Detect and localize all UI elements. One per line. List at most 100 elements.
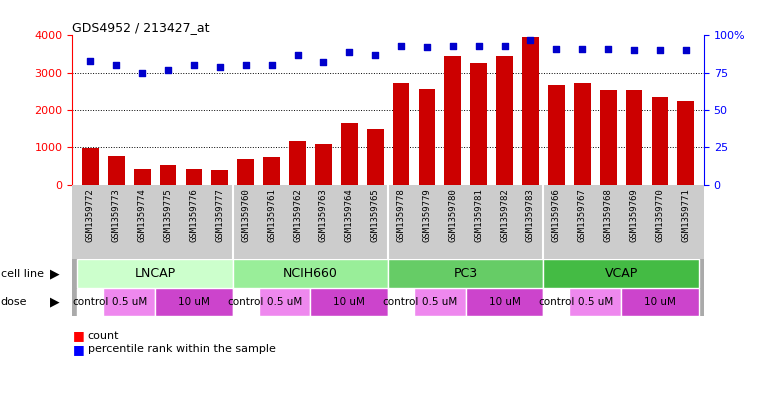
Bar <box>600 90 616 185</box>
Text: LNCAP: LNCAP <box>135 267 176 280</box>
Bar <box>466 288 543 316</box>
Text: GDS4952 / 213427_at: GDS4952 / 213427_at <box>72 21 210 34</box>
Point <box>240 62 252 68</box>
Bar <box>103 288 155 316</box>
Bar <box>388 259 543 288</box>
Text: GSM1359780: GSM1359780 <box>448 188 457 242</box>
Point <box>214 64 226 70</box>
Text: 10 uM: 10 uM <box>644 297 676 307</box>
Text: PC3: PC3 <box>454 267 478 280</box>
Text: GSM1359767: GSM1359767 <box>578 188 587 242</box>
Bar <box>388 288 414 316</box>
Bar <box>367 129 384 185</box>
Point <box>162 66 174 73</box>
Text: GSM1359783: GSM1359783 <box>526 188 535 242</box>
Text: ▶: ▶ <box>49 267 59 280</box>
Text: GSM1359765: GSM1359765 <box>371 188 380 242</box>
Text: GSM1359763: GSM1359763 <box>319 188 328 242</box>
Text: control: control <box>383 297 419 307</box>
Point <box>550 46 562 52</box>
Bar <box>212 170 228 185</box>
Text: control: control <box>538 297 575 307</box>
Point <box>110 62 123 68</box>
Bar <box>233 259 388 288</box>
Text: dose: dose <box>1 297 27 307</box>
Text: GSM1359768: GSM1359768 <box>603 188 613 242</box>
Bar <box>626 90 642 185</box>
Text: GSM1359764: GSM1359764 <box>345 188 354 242</box>
Point <box>291 51 304 58</box>
Bar <box>470 63 487 185</box>
Text: GSM1359772: GSM1359772 <box>86 188 95 242</box>
Bar <box>543 288 569 316</box>
Text: GSM1359778: GSM1359778 <box>396 188 406 242</box>
Bar <box>315 143 332 185</box>
Text: GSM1359781: GSM1359781 <box>474 188 483 242</box>
Text: GSM1359776: GSM1359776 <box>189 188 199 242</box>
Text: GSM1359775: GSM1359775 <box>164 188 173 242</box>
Bar <box>496 56 513 185</box>
Bar <box>108 156 125 185</box>
Bar <box>393 83 409 185</box>
Bar <box>310 288 388 316</box>
Point <box>395 43 407 49</box>
Bar <box>263 158 280 185</box>
Bar <box>82 148 99 185</box>
Text: ■: ■ <box>73 329 84 342</box>
Point <box>421 44 433 50</box>
Text: 0.5 uM: 0.5 uM <box>422 297 457 307</box>
Bar <box>186 169 202 185</box>
Text: 10 uM: 10 uM <box>489 297 521 307</box>
Text: ■: ■ <box>73 343 84 356</box>
Text: GSM1359779: GSM1359779 <box>422 188 431 242</box>
Text: 10 uM: 10 uM <box>178 297 210 307</box>
Point <box>188 62 200 68</box>
Text: cell line: cell line <box>1 268 44 279</box>
Bar <box>155 288 233 316</box>
Bar <box>543 259 699 288</box>
Text: count: count <box>88 331 119 341</box>
Point <box>136 70 148 76</box>
Text: ▶: ▶ <box>49 295 59 309</box>
Text: control: control <box>228 297 264 307</box>
Point <box>473 43 485 49</box>
Bar <box>414 288 466 316</box>
Text: 0.5 uM: 0.5 uM <box>112 297 147 307</box>
Text: 0.5 uM: 0.5 uM <box>578 297 613 307</box>
Bar <box>548 84 565 185</box>
Point <box>576 46 588 52</box>
Text: GSM1359770: GSM1359770 <box>655 188 664 242</box>
Bar <box>160 165 177 185</box>
Text: GSM1359766: GSM1359766 <box>552 188 561 242</box>
Bar <box>419 89 435 185</box>
Bar <box>569 288 621 316</box>
Point <box>498 43 511 49</box>
Bar <box>522 37 539 185</box>
Text: control: control <box>72 297 109 307</box>
Point <box>266 62 278 68</box>
Point <box>317 59 330 65</box>
Text: 0.5 uM: 0.5 uM <box>267 297 302 307</box>
Bar <box>621 288 699 316</box>
Text: GSM1359762: GSM1359762 <box>293 188 302 242</box>
Text: GSM1359760: GSM1359760 <box>241 188 250 242</box>
Point <box>524 37 537 43</box>
Text: percentile rank within the sample: percentile rank within the sample <box>88 344 275 354</box>
Point <box>680 47 692 53</box>
Point <box>602 46 614 52</box>
Bar <box>233 288 259 316</box>
Bar <box>574 83 591 185</box>
Point <box>628 47 640 53</box>
Text: 10 uM: 10 uM <box>333 297 365 307</box>
Text: GSM1359777: GSM1359777 <box>215 188 224 242</box>
Bar <box>677 101 694 185</box>
Point <box>369 51 381 58</box>
Bar <box>78 288 103 316</box>
Bar <box>237 159 254 185</box>
Bar <box>259 288 310 316</box>
Text: GSM1359771: GSM1359771 <box>681 188 690 242</box>
Bar <box>341 123 358 185</box>
Bar <box>444 55 461 185</box>
Point <box>343 49 355 55</box>
Point <box>447 43 459 49</box>
